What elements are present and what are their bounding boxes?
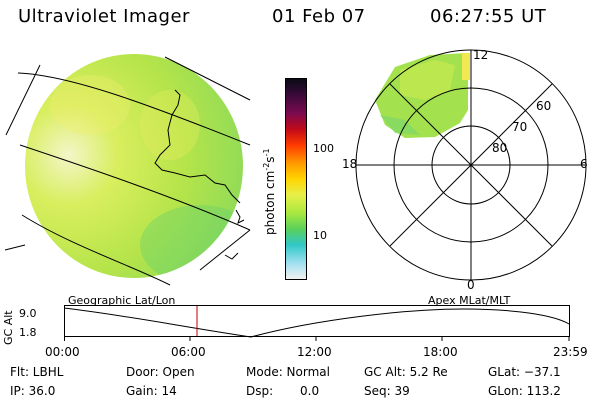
- ip-info: IP: 36.0: [10, 384, 56, 398]
- altitude-timeline-plot: [64, 305, 570, 341]
- door-info: Door: Open: [126, 365, 195, 379]
- mlt-label-0: 0: [467, 278, 475, 292]
- gc-alt-info: GC Alt: 5.2 Re: [364, 365, 448, 379]
- latitude-lines: [4, 56, 251, 286]
- mlt-label-6: 6: [580, 157, 588, 171]
- glon-info: GLon: 113.2: [488, 384, 561, 398]
- glat-info: GLat: −37.1: [488, 365, 561, 379]
- colorbar-unit-label: photon cm-2s-1: [262, 148, 277, 235]
- mlt-label-18: 18: [342, 157, 357, 171]
- timeline-xtick-1800: 18:00: [423, 345, 458, 359]
- seq-info: Seq: 39: [364, 384, 410, 398]
- timeline-axis-label: GC Alt: [2, 310, 15, 345]
- timeline-xtick-0000: 00:00: [45, 345, 80, 359]
- timeline-xtick-0600: 06:00: [171, 345, 206, 359]
- timeline-left-label: Geographic Lat/Lon: [68, 294, 176, 307]
- timeline-xtick-1200: 12:00: [297, 345, 332, 359]
- instrument-title: Ultraviolet Imager: [18, 6, 190, 27]
- dsp-label: Dsp:: [246, 384, 274, 398]
- lat-label-80: 80: [492, 141, 507, 155]
- timeline-ytick-1-8: 1.8: [19, 326, 37, 339]
- filter-info: Flt: LBHL: [10, 365, 64, 379]
- date-label: 01 Feb 07: [272, 6, 366, 27]
- mode-info: Mode: Normal: [246, 365, 330, 379]
- time-label: 06:27:55 UT: [430, 6, 547, 27]
- polar-plot: 12 18 6 0 60 70 80: [342, 48, 588, 292]
- earth-disk: [25, 54, 243, 278]
- colorbar-tick-10: 10: [313, 229, 327, 242]
- dsp-value: 0.0: [300, 384, 320, 398]
- gain-info: Gain: 14: [126, 384, 177, 398]
- geographic-image: [4, 54, 251, 286]
- timeline-right-label: Apex MLat/MLT: [428, 294, 511, 307]
- timeline-xtick-2359: 23:59: [553, 345, 588, 359]
- mlt-label-12: 12: [473, 48, 488, 62]
- color-scale-bar: [285, 78, 307, 280]
- coastline: [154, 89, 241, 204]
- altitude-curve: [64, 307, 570, 338]
- timeline-ytick-9: 9.0: [19, 307, 37, 320]
- colorbar-tick-100: 100: [313, 142, 334, 155]
- lat-label-70: 70: [512, 120, 527, 134]
- lat-label-60: 60: [536, 99, 551, 113]
